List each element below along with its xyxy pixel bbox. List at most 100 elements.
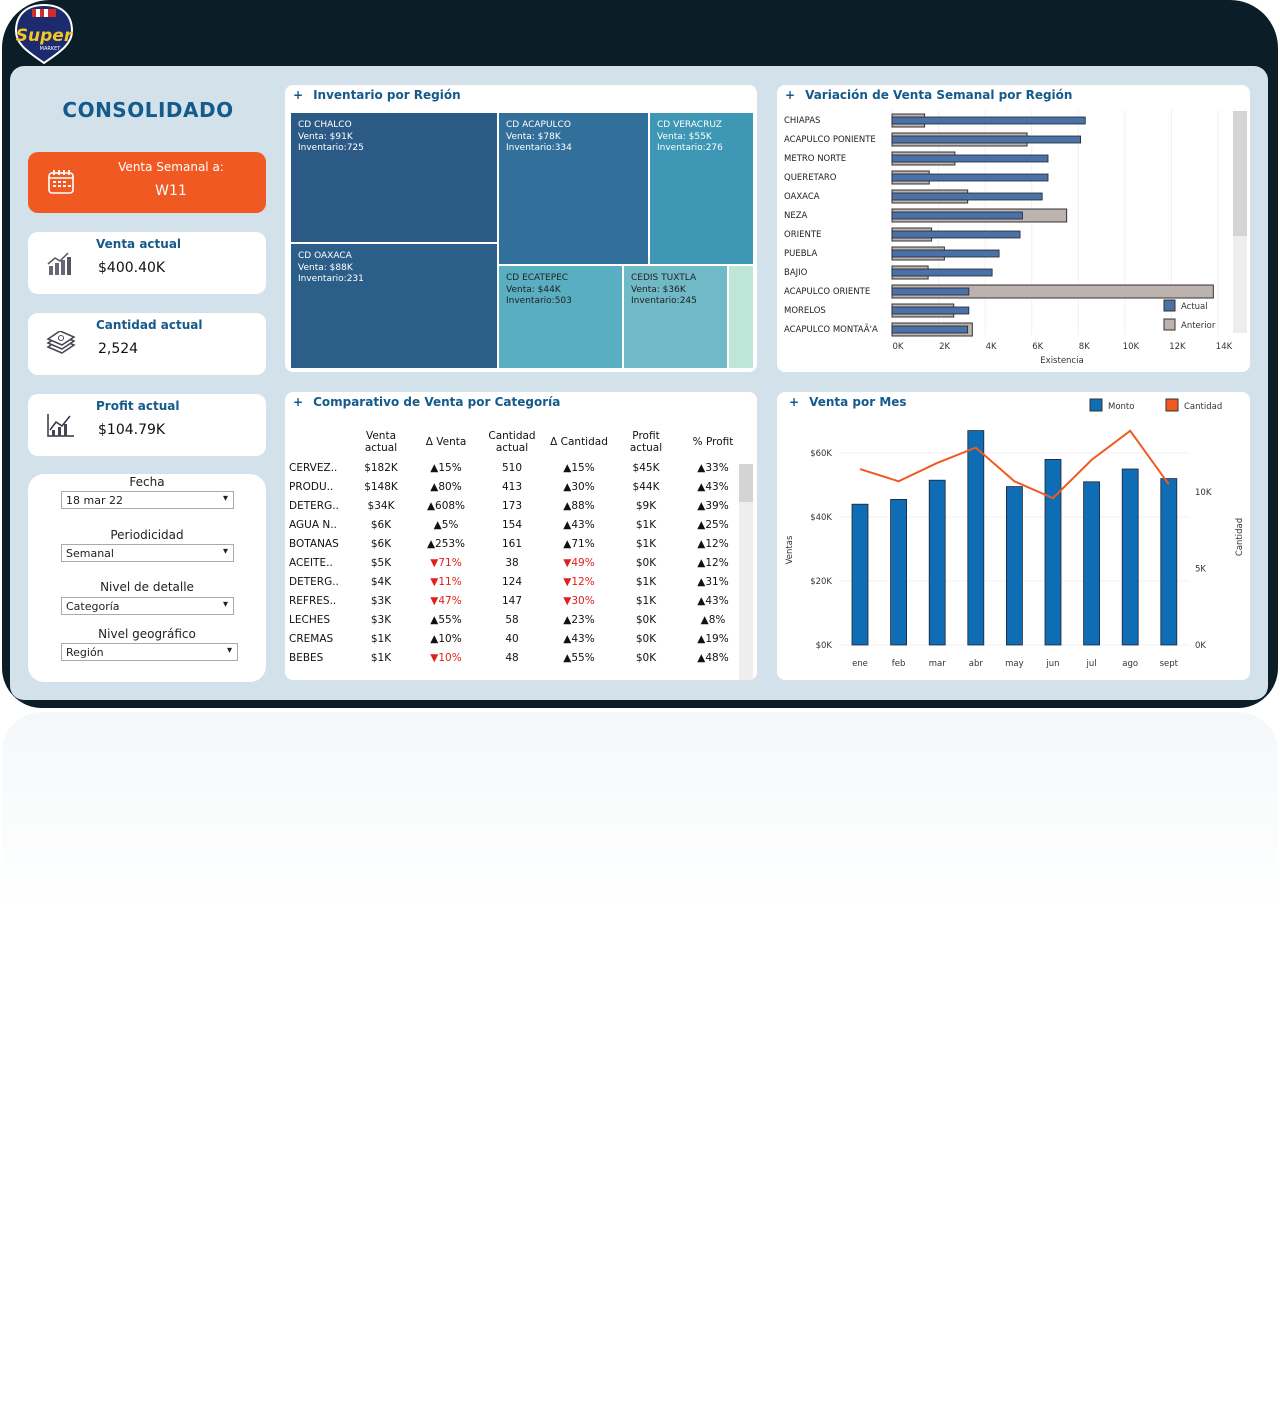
- nivel-geografico-label: Nivel geográfico: [98, 627, 196, 641]
- treemap-cell[interactable]: CEDIS TUXTLA Venta: $36K Inventario:245: [623, 265, 728, 369]
- table-cell: 30%: [543, 591, 615, 610]
- bar-monto: [1044, 459, 1062, 646]
- treemap-cell[interactable]: CD ACAPULCO Venta: $78K Inventario:334: [498, 112, 649, 265]
- table-cell: 33%: [677, 458, 749, 477]
- table-row[interactable]: DETERG.. $4K 11% 124 12% $1K 31%: [289, 572, 749, 591]
- fecha-dropdown[interactable]: 18 mar 22: [61, 491, 234, 509]
- column-header[interactable]: Δ Venta: [425, 436, 467, 448]
- table-cell: 71%: [543, 534, 615, 553]
- scrollbar[interactable]: [1233, 111, 1247, 333]
- expand-icon[interactable]: +: [293, 88, 304, 102]
- svg-text:Super: Super: [16, 26, 74, 46]
- table-cell: 5%: [411, 515, 481, 534]
- table-cell: 30%: [543, 477, 615, 496]
- expand-icon[interactable]: +: [785, 88, 796, 102]
- scrollbar[interactable]: [739, 464, 753, 680]
- table-cell: 43%: [543, 629, 615, 648]
- column-header[interactable]: Δ Cantidad: [550, 436, 608, 448]
- table-cell: 48: [505, 651, 519, 664]
- line-cantidad: [859, 429, 1170, 500]
- table-cell: $45K: [632, 461, 660, 474]
- table-row[interactable]: CREMAS $1K 10% 40 43% $0K 19%: [289, 629, 749, 648]
- bar-actual: [891, 268, 993, 277]
- table-cell: 15%: [543, 458, 615, 477]
- y-tick-label: $40K: [810, 513, 832, 523]
- treemap-cell[interactable]: [728, 265, 754, 369]
- x-tick-label: may: [1005, 659, 1024, 669]
- table-row[interactable]: LECHES $3K 55% 58 23% $0K 8%: [289, 610, 749, 629]
- cell-inventario: Inventario:231: [298, 274, 364, 284]
- table-cell: 12%: [543, 572, 615, 591]
- table-cell: LECHES: [289, 613, 331, 626]
- table-row[interactable]: REFRES.. $3K 47% 147 30% $1K 43%: [289, 591, 749, 610]
- treemap-cell[interactable]: CD CHALCO Venta: $91K Inventario:725: [290, 112, 498, 243]
- legend-swatch: [1163, 299, 1176, 312]
- table-row[interactable]: AGUA N.. $6K 5% 154 43% $1K 25%: [289, 515, 749, 534]
- bar-actual: [891, 211, 1023, 220]
- category-label: CHIAPAS: [784, 116, 820, 126]
- x-tick-label: abr: [969, 659, 984, 669]
- cell-name: CD OAXACA: [298, 251, 352, 261]
- table-row[interactable]: ACEITE.. $5K 71% 38 49% $0K 12%: [289, 553, 749, 572]
- reflection: [2, 712, 1278, 912]
- table-row[interactable]: BEBES $1K 10% 48 55% $0K 48%: [289, 648, 749, 667]
- expand-icon[interactable]: +: [293, 395, 304, 409]
- kpi-value: $104.79K: [98, 422, 166, 438]
- svg-text:MARKET: MARKET: [40, 46, 62, 52]
- table-cell: 253%: [411, 534, 481, 553]
- column-header[interactable]: [289, 426, 351, 458]
- bar-monto: [851, 503, 869, 646]
- table-row[interactable]: CERVEZ.. $182K 15% 510 15% $45K 33%: [289, 458, 749, 477]
- scrollbar-thumb[interactable]: [1233, 111, 1247, 236]
- table-row[interactable]: PRODU.. $148K 80% 413 30% $44K 43%: [289, 477, 749, 496]
- nivel-geografico-dropdown[interactable]: Región: [61, 643, 238, 661]
- table-cell: 39%: [677, 496, 749, 515]
- cell-name: CD ACAPULCO: [506, 120, 571, 130]
- table-cell: 58: [505, 613, 519, 626]
- scrollbar-thumb[interactable]: [739, 464, 753, 502]
- column-header[interactable]: Venta actual: [364, 430, 398, 454]
- treemap-cell[interactable]: CD VERACRUZ Venta: $55K Inventario:276: [649, 112, 754, 265]
- venta-mes-chart: $0K $20K $40K $60K 0K 5K 10K Ventas Cantidad ene f…: [785, 398, 1245, 669]
- nivel-detalle-dropdown[interactable]: Categoría: [61, 597, 234, 615]
- bar-monto: [967, 430, 985, 646]
- table-row[interactable]: DETERG.. $34K 608% 173 88% $9K 39%: [289, 496, 749, 515]
- comparativo-panel: + Comparativo de Venta por Categoría Vent…: [285, 392, 757, 680]
- legend-label: Cantidad: [1184, 402, 1222, 412]
- table-cell: 71%: [411, 553, 481, 572]
- table-cell: 55%: [543, 648, 615, 667]
- treemap-cell[interactable]: CD ECATEPEC Venta: $44K Inventario:503: [498, 265, 623, 369]
- table-row[interactable]: BOTANAS $6K 253% 161 71% $1K 12%: [289, 534, 749, 553]
- cell-inventario: Inventario:276: [657, 143, 723, 153]
- table-cell: $0K: [635, 613, 657, 626]
- x-tick-label: ene: [852, 659, 868, 669]
- cell-name: CEDIS TUXTLA: [631, 273, 697, 283]
- cell-venta: Venta: $88K: [298, 262, 353, 273]
- week-label: Venta Semanal a:: [118, 160, 224, 174]
- bar-actual: [891, 325, 969, 334]
- legend-swatch: [1089, 398, 1103, 412]
- table-cell: $1K: [635, 537, 657, 550]
- profit-chart-icon: [47, 414, 74, 437]
- x-tick-label: 0K: [893, 342, 904, 352]
- categoria-table: Venta actual Δ Venta Cantidad actual Δ Cant…: [289, 426, 749, 667]
- table-cell: 80%: [411, 477, 481, 496]
- column-header[interactable]: Profit actual: [629, 430, 663, 454]
- periodicidad-dropdown[interactable]: Semanal: [61, 544, 234, 562]
- expand-icon[interactable]: +: [789, 395, 800, 409]
- treemap-cell[interactable]: CD OAXACA Venta: $88K Inventario:231: [290, 243, 498, 369]
- column-header[interactable]: Cantidad actual: [488, 430, 536, 454]
- table-cell: 510: [501, 461, 523, 474]
- bar-monto: [1005, 486, 1023, 646]
- panel-title-text: Comparativo de Venta por Categoría: [313, 395, 561, 409]
- panel-title-text: Venta por Mes: [809, 395, 907, 409]
- table-cell: CREMAS: [289, 632, 334, 645]
- table-cell: 413: [501, 480, 523, 493]
- column-header[interactable]: % Profit: [692, 436, 734, 448]
- cell-inventario: Inventario:334: [506, 143, 572, 153]
- category-label: ACAPULCO MONTAÃ'A: [784, 324, 878, 335]
- y2-axis-label: Cantidad: [1235, 518, 1245, 556]
- kpi-value: $400.40K: [98, 260, 166, 276]
- category-label: NEZA: [784, 211, 808, 221]
- bar-actual: [891, 154, 1049, 163]
